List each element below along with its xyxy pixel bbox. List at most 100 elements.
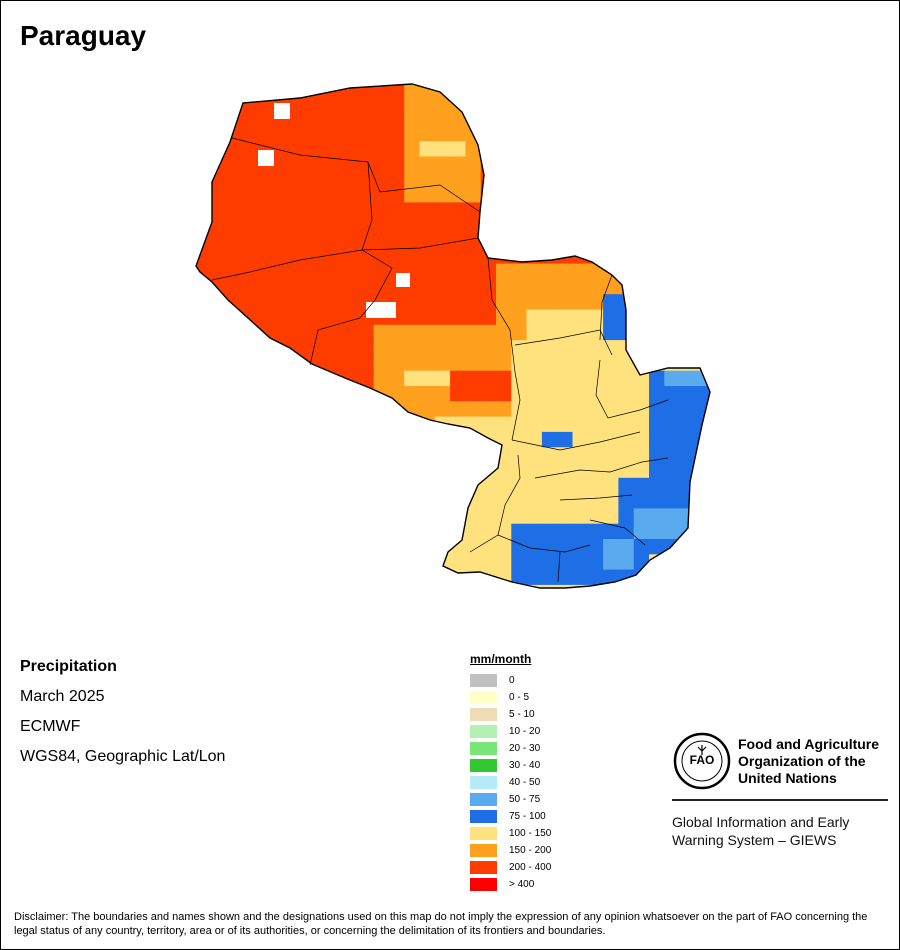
- grid-cell: [434, 263, 451, 280]
- grid-cell: [679, 187, 696, 203]
- grid-cell: [312, 202, 329, 219]
- grid-cell: [343, 278, 359, 295]
- grid-cell: [710, 294, 726, 310]
- grid-cell: [633, 416, 650, 433]
- grid-cell: [572, 233, 589, 249]
- grid-cell: [220, 569, 237, 586]
- grid-cell: [572, 416, 589, 433]
- grid-cell: [572, 340, 589, 356]
- grid-cell: [480, 370, 497, 387]
- grid-cell: [388, 95, 405, 111]
- grid-cell: [618, 187, 635, 203]
- grid-cell: [603, 233, 619, 249]
- grid-cell: [572, 309, 589, 326]
- grid-cell: [465, 187, 482, 203]
- grid-cell: [526, 416, 543, 433]
- grid-cell: [373, 508, 390, 525]
- svg-text:FAO: FAO: [690, 753, 715, 767]
- grid-cell: [220, 84, 237, 96]
- grid-cell: [266, 278, 283, 295]
- grid-cell: [633, 523, 650, 540]
- grid-cell: [327, 554, 344, 570]
- grid-cell: [541, 370, 558, 387]
- grid-cell: [281, 493, 298, 509]
- grid-cell: [633, 386, 650, 402]
- grid-cell: [327, 110, 344, 127]
- grid-cell: [710, 585, 726, 601]
- grid-cell: [450, 462, 466, 479]
- grid-cell: [694, 309, 710, 326]
- grid-cell: [603, 416, 619, 433]
- grid-cell: [465, 156, 482, 173]
- grid-cell: [480, 477, 497, 494]
- grid-cell: [511, 217, 527, 234]
- grid-cell: [343, 569, 359, 586]
- no-data-cells: [258, 103, 410, 318]
- grid-cell: [572, 84, 589, 96]
- grid-cell: [465, 554, 482, 570]
- grid-cell: [679, 401, 696, 417]
- grid-cell: [196, 431, 206, 448]
- grid-cell: [205, 462, 221, 479]
- grid-cell: [327, 324, 344, 341]
- grid-cell: [343, 447, 359, 463]
- grid-cell: [649, 508, 665, 525]
- grid-cell: [312, 110, 329, 127]
- grid-cell: [694, 569, 710, 586]
- grid-cell: [526, 233, 543, 249]
- divider: [672, 799, 888, 801]
- legend-item: 0 - 5: [470, 689, 551, 706]
- grid-cell: [496, 477, 512, 494]
- grid-cell: [205, 278, 221, 295]
- grid-cell: [480, 554, 497, 570]
- grid-cell: [496, 493, 512, 509]
- grid-cell: [511, 539, 527, 555]
- grid-cell: [618, 217, 635, 234]
- legend-unit: mm/month: [470, 652, 532, 666]
- grid-cell: [404, 584, 420, 588]
- grid-cell: [633, 125, 650, 142]
- grid-cell: [694, 462, 710, 479]
- grid-cell: [312, 523, 329, 540]
- grid-cell: [235, 584, 252, 588]
- grid-cell: [327, 202, 344, 219]
- grid-cell: [664, 187, 680, 203]
- grid-cell: [694, 493, 710, 509]
- grid-cell: [297, 584, 313, 588]
- grid-cell: [373, 539, 390, 555]
- fao-branding: FAO Food and Agriculture Organization of…: [672, 731, 888, 849]
- grid-cell: [358, 84, 374, 96]
- grid-cell: [358, 233, 374, 249]
- grid-cell: [710, 187, 726, 203]
- grid-cell: [266, 294, 283, 310]
- grid-cell: [419, 95, 436, 111]
- grid-cell: [196, 508, 206, 525]
- grid-cell: [388, 416, 405, 433]
- grid-cell: [297, 263, 313, 280]
- grid-cell: [205, 431, 221, 448]
- grid-cell: [633, 248, 650, 264]
- grid-cell: [664, 539, 680, 555]
- grid-cell: [679, 508, 696, 525]
- grid-cell: [404, 340, 420, 356]
- grid-cell: [587, 416, 604, 433]
- grid-cell: [196, 370, 206, 387]
- grid-cell: [434, 447, 451, 463]
- grid-cell: [572, 263, 589, 280]
- grid-cell: [603, 584, 619, 588]
- grid-cell: [373, 187, 390, 203]
- grid-cell: [327, 386, 344, 402]
- grid-cell: [496, 156, 512, 173]
- grid-cell: [587, 171, 604, 188]
- grid-cell: [526, 508, 543, 525]
- grid-cell: [587, 370, 604, 387]
- grid-cell: [633, 340, 650, 356]
- legend-item: 100 - 150: [470, 825, 551, 842]
- grid-cell: [388, 554, 405, 570]
- grid-cell: [664, 508, 680, 525]
- grid-cell: [511, 233, 527, 249]
- grid-cell: [603, 141, 619, 157]
- grid-cell: [679, 539, 696, 555]
- grid-cell: [205, 187, 221, 203]
- grid-cell: [281, 156, 298, 173]
